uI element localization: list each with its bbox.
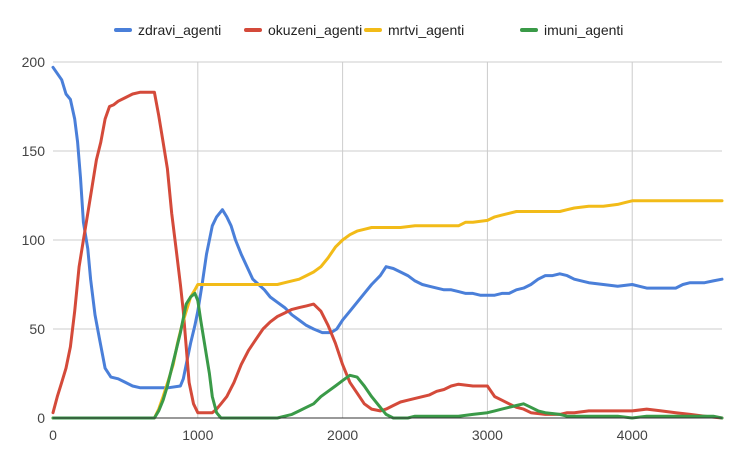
- x-tick-label: 2000: [327, 427, 358, 443]
- legend-item-imuni-agenti[interactable]: imuni_agenti: [520, 22, 623, 38]
- y-tick-label: 150: [22, 143, 46, 159]
- x-tick-label: 4000: [617, 427, 648, 443]
- legend: zdravi_agenti okuzeni_agenti mrtvi_agenti i…: [114, 22, 623, 38]
- grid: [53, 61, 722, 418]
- series-line-okuzeni-agenti: [51, 90, 724, 420]
- y-tick-label: 200: [22, 54, 46, 70]
- legend-item-zdravi-agenti[interactable]: zdravi_agenti: [114, 22, 221, 38]
- legend-label: mrtvi_agenti: [388, 22, 464, 38]
- y-tick-label: 100: [22, 232, 46, 248]
- legend-label: zdravi_agenti: [138, 22, 221, 38]
- legend-label: imuni_agenti: [544, 22, 623, 38]
- x-tick-label: 0: [49, 427, 57, 443]
- legend-item-mrtvi-agenti[interactable]: mrtvi_agenti: [364, 22, 464, 38]
- legend-label: okuzeni_agenti: [268, 22, 362, 38]
- y-tick-label: 50: [29, 321, 45, 337]
- y-tick-label: 0: [37, 410, 45, 426]
- series-line-mrtvi-agenti: [51, 199, 724, 420]
- legend-item-okuzeni-agenti[interactable]: okuzeni_agenti: [244, 22, 362, 38]
- series-line-imuni-agenti: [51, 291, 724, 420]
- x-tick-label: 1000: [182, 427, 213, 443]
- series-layer: [51, 65, 724, 420]
- x-tick-label: 3000: [472, 427, 503, 443]
